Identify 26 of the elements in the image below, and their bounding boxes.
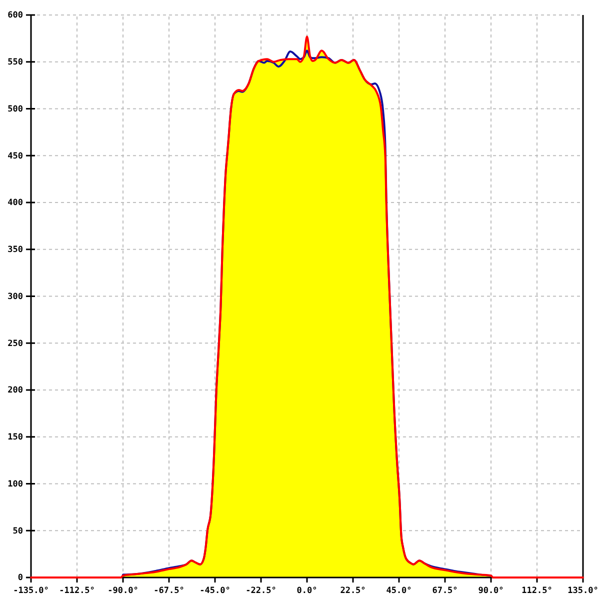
x-tick-label: -112.5° <box>59 586 95 596</box>
y-tick-label: 0 <box>18 573 23 584</box>
y-tick-label: 300 <box>8 292 23 302</box>
x-tick-label: -45.0° <box>200 586 230 596</box>
y-tick-label: 400 <box>8 198 23 208</box>
y-tick-label: 500 <box>8 104 23 114</box>
y-tick-label: 50 <box>12 526 23 536</box>
x-tick-label: 135.0° <box>568 586 598 596</box>
x-tick-label: -67.5° <box>154 586 184 596</box>
y-tick-label: 350 <box>8 245 23 256</box>
x-tick-label: 0.0° <box>296 586 318 596</box>
x-tick-label: -135.0° <box>13 586 49 596</box>
x-tick-label: -90.0° <box>108 586 138 596</box>
x-tick-label: 67.5° <box>432 586 458 596</box>
y-tick-label: 550 <box>8 58 23 68</box>
y-tick-label: 600 <box>8 10 23 21</box>
y-tick-label: 100 <box>8 479 23 490</box>
y-tick-label: 450 <box>8 151 23 162</box>
x-tick-label: 90.0° <box>478 586 504 596</box>
x-tick-label: 112.5° <box>522 586 552 596</box>
x-tick-label: -22.5° <box>246 586 276 596</box>
y-tick-label: 250 <box>8 338 23 349</box>
y-tick-label: 200 <box>8 386 23 396</box>
x-tick-label: 22.5° <box>340 586 366 596</box>
y-tick-label: 150 <box>8 432 23 443</box>
x-tick-label: 45.0° <box>386 586 412 596</box>
